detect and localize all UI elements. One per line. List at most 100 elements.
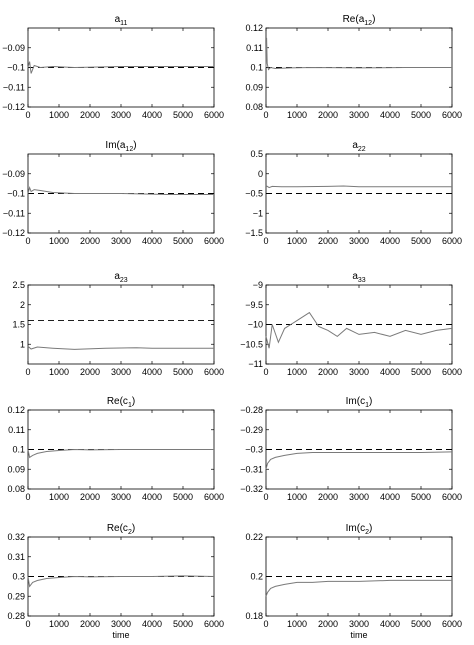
panel-title: Re(c2) [107, 523, 135, 536]
x-tick-label: 3000 [111, 236, 131, 246]
y-tick-label: 0.08 [7, 484, 25, 494]
x-tick-label: 4000 [380, 492, 400, 502]
x-tick-label: 4000 [142, 110, 162, 120]
y-tick-label: 0.5 [250, 149, 263, 159]
x-tick-label: 2000 [318, 367, 338, 377]
panel-title-subscript: 33 [358, 277, 366, 284]
x-tick-label: 5000 [411, 236, 431, 246]
panel-3: 0 1000 2000 3000 4000 5000 6000 −0.12 −0.11 −0.1 −… [2, 140, 224, 246]
y-tick-label: −9 [253, 280, 263, 290]
panel-10: 0 1000 2000 3000 4000 5000 6000 0.18 0.2 0.22 Im(c… [245, 523, 462, 640]
estimate-line [27, 575, 215, 588]
y-tick-label: −0.11 [3, 208, 25, 218]
x-tick-label: 2000 [318, 110, 338, 120]
y-tick-label: −10.5 [240, 339, 263, 349]
x-tick-label: 2000 [80, 492, 100, 502]
x-tick-label: 2000 [318, 236, 338, 246]
estimate-line [265, 37, 452, 71]
y-tick-label: −0.31 [240, 464, 263, 474]
x-tick-label: 1000 [49, 492, 69, 502]
panel-title: a11 [115, 14, 128, 27]
y-tick-label: 0.18 [245, 611, 263, 621]
y-tick-label: −9.5 [245, 300, 263, 310]
x-tick-label: 3000 [349, 492, 369, 502]
x-tick-label: 6000 [442, 236, 462, 246]
panel-title-suffix: ) [132, 523, 135, 534]
y-tick-label: 0.22 [245, 532, 263, 542]
x-axis-label: time [350, 630, 367, 640]
panel-1: 0 1000 2000 3000 4000 5000 6000 −0.12 −0.11 −0.1 −… [2, 14, 224, 120]
estimate-line [27, 61, 214, 74]
panel-title-subscript: 12 [364, 20, 372, 27]
panel-4: 0 1000 2000 3000 4000 5000 6000 −1.5 −1 −0.5 0 0.5 a… [245, 140, 462, 246]
x-tick-label: 3000 [111, 110, 131, 120]
y-tick-label: −0.1 [7, 63, 25, 73]
y-tick-label: 0.08 [245, 102, 263, 112]
panel-title-subscript: 23 [120, 277, 128, 284]
panel-title-subscript: 2 [128, 529, 132, 536]
x-tick-label: 6000 [442, 367, 462, 377]
x-tick-label: 1000 [287, 236, 307, 246]
panel-title-subscript: 22 [358, 146, 366, 153]
panel-8: 0 1000 2000 3000 4000 5000 6000 −0.32 −0.31 −0.3 −… [240, 396, 462, 502]
estimate-line [265, 451, 453, 470]
estimate-line [27, 448, 214, 459]
panel-title-suffix: ) [369, 396, 372, 407]
x-tick-label: 1000 [287, 492, 307, 502]
panel-title-main: Im(a [105, 140, 125, 151]
x-tick-label: 4000 [142, 367, 162, 377]
x-tick-label: 4000 [380, 236, 400, 246]
y-tick-label: −0.32 [240, 484, 263, 494]
y-tick-label: 0.2 [250, 572, 263, 582]
x-tick-label: 4000 [380, 110, 400, 120]
panel-title-main: a [115, 14, 121, 25]
y-tick-label: 2 [20, 300, 25, 310]
y-tick-label: 0.09 [7, 464, 25, 474]
x-tick-label: 6000 [442, 110, 462, 120]
x-tick-label: 1000 [49, 236, 69, 246]
y-tick-label: −0.09 [2, 43, 25, 53]
x-tick-label: 5000 [173, 619, 193, 629]
panel-title: Im(c2) [346, 523, 373, 536]
panel-title-suffix: ) [369, 523, 372, 534]
x-tick-label: 5000 [173, 236, 193, 246]
x-tick-label: 4000 [142, 619, 162, 629]
panel-title: Re(c1) [107, 396, 135, 409]
panel-title-subscript: 1 [128, 402, 132, 409]
panel-title-subscript: 2 [365, 529, 369, 536]
x-tick-label: 3000 [349, 619, 369, 629]
x-tick-label: 0 [263, 492, 268, 502]
y-tick-label: −0.12 [2, 228, 25, 238]
plot-frame [27, 284, 215, 365]
y-tick-label: 0.1 [250, 63, 263, 73]
panel-title-suffix: ) [133, 140, 136, 151]
x-tick-label: 3000 [111, 367, 131, 377]
panel-title: a23 [114, 271, 127, 284]
panel-5: 0 1000 2000 3000 4000 5000 6000 1 1.5 2 2.5 a23 [12, 271, 224, 377]
x-tick-label: 3000 [349, 236, 369, 246]
y-tick-label: 0.12 [7, 405, 25, 415]
x-tick-label: 5000 [411, 619, 431, 629]
panel-title: Im(c1) [346, 396, 373, 409]
x-tick-label: 3000 [111, 619, 131, 629]
x-tick-label: 5000 [411, 367, 431, 377]
panel-title: a22 [352, 140, 365, 153]
y-tick-label: −0.3 [245, 445, 263, 455]
panel-title-suffix: ) [372, 14, 375, 25]
x-tick-label: 0 [263, 619, 268, 629]
x-tick-label: 2000 [318, 492, 338, 502]
panel-9: 0 1000 2000 3000 4000 5000 6000 0.28 0.29 0.3 0.31… [7, 523, 224, 640]
x-tick-label: 0 [25, 367, 30, 377]
x-tick-label: 1000 [49, 110, 69, 120]
y-tick-label: −1 [253, 208, 263, 218]
y-tick-label: −11 [248, 359, 263, 369]
x-tick-label: 5000 [173, 110, 193, 120]
x-tick-label: 5000 [411, 492, 431, 502]
panel-title-subscript: 11 [120, 20, 127, 27]
panel-title-main: Re(c [107, 523, 128, 534]
x-tick-label: 5000 [411, 110, 431, 120]
panel-title-suffix: ) [132, 396, 135, 407]
x-tick-label: 4000 [142, 236, 162, 246]
panel-title-subscript: 12 [125, 146, 133, 153]
